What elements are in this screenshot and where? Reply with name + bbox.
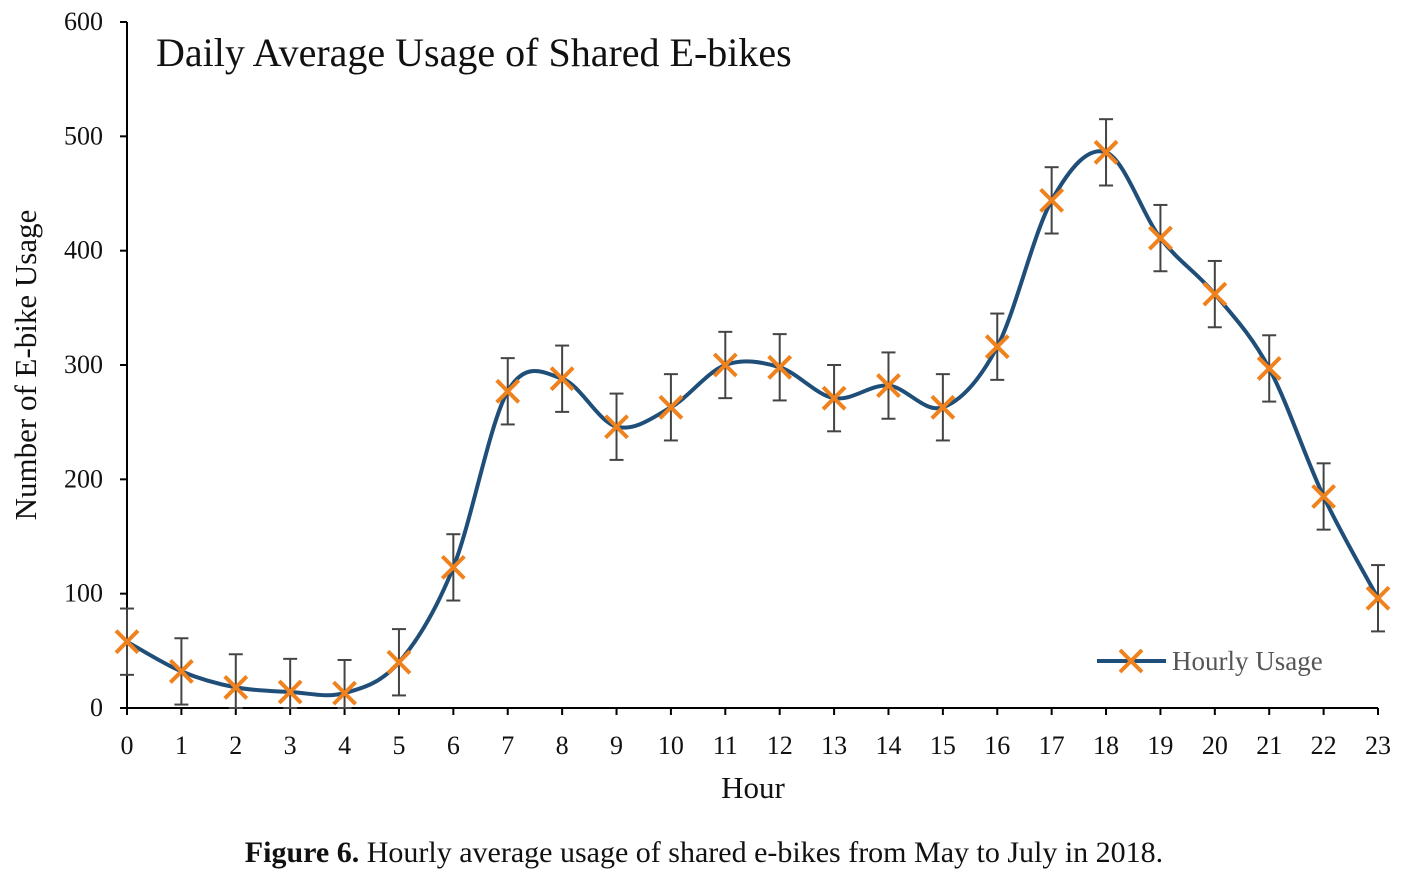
x-tick-label: 10 bbox=[658, 731, 684, 760]
figure-caption-label: Figure 6. bbox=[244, 836, 360, 869]
data-point bbox=[1311, 484, 1337, 509]
x-tick-label: 4 bbox=[338, 731, 351, 760]
axes bbox=[120, 21, 1379, 715]
chart-title: Daily Average Usage of Shared E-bikes bbox=[156, 30, 792, 75]
x-axis-label: Hour bbox=[721, 770, 785, 805]
data-point bbox=[930, 394, 956, 420]
data-point bbox=[440, 554, 466, 580]
data-point bbox=[549, 366, 575, 392]
data-point bbox=[114, 629, 140, 655]
x-tick-label: 20 bbox=[1202, 731, 1228, 760]
data-point bbox=[712, 352, 738, 378]
data-point bbox=[168, 658, 194, 684]
x-tick-labels: 0 1 2 3 4 5 6 7 8 9 10 11 12 13 14 15 16 17 18 19 20 21 22 23 bbox=[121, 731, 1392, 760]
y-tick-label: 200 bbox=[64, 464, 103, 493]
x-tick-label: 14 bbox=[875, 731, 901, 760]
figure-caption: Figure 6. Hourly average usage of shared… bbox=[0, 836, 1408, 870]
error-bars bbox=[120, 118, 1385, 709]
data-point bbox=[332, 680, 357, 706]
x-tick-label: 9 bbox=[610, 731, 623, 760]
legend-marker-swatch bbox=[1118, 648, 1144, 674]
data-point bbox=[1093, 139, 1119, 165]
legend-marker-x bbox=[1118, 648, 1144, 674]
series-line-hourly-usage bbox=[126, 149, 1380, 698]
figure-caption-text: Hourly average usage of shared e-bikes f… bbox=[366, 836, 1164, 869]
x-tick-label: 8 bbox=[556, 731, 569, 760]
data-point bbox=[821, 385, 847, 411]
data-point bbox=[658, 394, 684, 420]
x-tick-label: 22 bbox=[1311, 731, 1337, 760]
y-tick-label: 500 bbox=[64, 121, 103, 150]
y-tick-label: 400 bbox=[64, 236, 103, 265]
data-point bbox=[277, 679, 303, 705]
x-tick-label: 15 bbox=[930, 731, 956, 760]
data-point bbox=[223, 675, 249, 700]
data-point bbox=[386, 649, 412, 675]
x-tick-label: 6 bbox=[447, 731, 460, 760]
y-tick-label: 0 bbox=[90, 693, 103, 722]
x-tick-label: 7 bbox=[501, 731, 514, 760]
data-point bbox=[1202, 281, 1228, 307]
x-tick-label: 17 bbox=[1039, 731, 1065, 760]
y-tick-label: 300 bbox=[64, 350, 103, 379]
x-tick-label: 13 bbox=[821, 731, 847, 760]
y-tick-labels: 0 100 200 300 400 500 600 bbox=[64, 7, 103, 722]
legend-label: Hourly Usage bbox=[1172, 646, 1323, 676]
x-tick-label: 3 bbox=[284, 731, 297, 760]
x-tick-label: 23 bbox=[1365, 731, 1391, 760]
data-point bbox=[1148, 225, 1173, 251]
data-point bbox=[1256, 356, 1282, 381]
data-point bbox=[1365, 585, 1391, 611]
y-tick-label: 600 bbox=[64, 7, 103, 36]
data-point bbox=[984, 334, 1010, 360]
x-tick-label: 19 bbox=[1147, 731, 1173, 760]
data-point bbox=[495, 378, 521, 404]
data-point bbox=[1039, 187, 1065, 213]
legend: Hourly Usage bbox=[1097, 646, 1323, 676]
y-tick-label: 100 bbox=[64, 579, 103, 608]
x-tick-label: 11 bbox=[713, 731, 738, 760]
x-tick-label: 0 bbox=[121, 731, 134, 760]
data-markers bbox=[114, 139, 1391, 706]
data-point bbox=[876, 373, 901, 398]
x-tick-label: 16 bbox=[984, 731, 1010, 760]
x-tick-label: 18 bbox=[1093, 731, 1119, 760]
x-tick-label: 5 bbox=[392, 731, 405, 760]
x-tick-label: 12 bbox=[767, 731, 793, 760]
data-point bbox=[767, 354, 793, 380]
y-axis-label: Number of E-bike Usage bbox=[8, 210, 43, 521]
x-tick-label: 1 bbox=[175, 731, 188, 760]
data-point bbox=[604, 414, 629, 440]
x-tick-label: 2 bbox=[229, 731, 242, 760]
x-tick-label: 21 bbox=[1256, 731, 1282, 760]
